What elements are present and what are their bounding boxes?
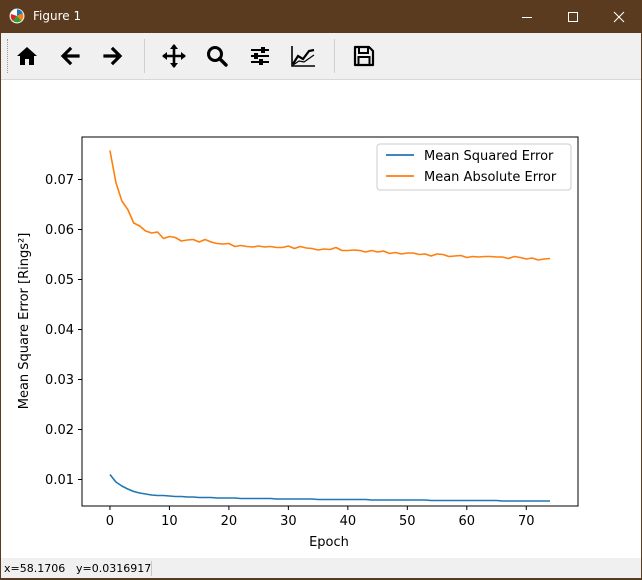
legend-label: Mean Absolute Error: [424, 170, 557, 185]
x-tick-label: 0: [106, 514, 114, 529]
window-titlebar[interactable]: Figure 1: [0, 0, 642, 33]
floppy-disk-icon: [353, 45, 375, 67]
navigation-toolbar: [1, 33, 641, 80]
series-line-mae: [109, 150, 551, 261]
x-tick-label: 20: [221, 514, 238, 529]
y-tick-label: 0.03: [45, 373, 74, 388]
home-icon: [17, 47, 37, 65]
axes-frame: [81, 136, 579, 507]
figure-canvas[interactable]: 0.01 0.02 0.03 0.04 0.05 0.06 0.07 0 10 20 30 40 50…: [1, 80, 641, 558]
legend: Mean Squared Error Mean Absolute Error: [376, 143, 572, 191]
y-tick-label: 0.06: [45, 223, 74, 238]
x-tick-label: 10: [161, 514, 178, 529]
cursor-x-readout: x=58.1706: [4, 562, 66, 575]
y-tick-label: 0.02: [45, 423, 74, 438]
x-tick-label: 40: [340, 514, 357, 529]
toolbar-grip[interactable]: [7, 39, 10, 73]
close-icon: [613, 11, 625, 22]
forward-button[interactable]: [97, 40, 129, 72]
maximize-button[interactable]: [550, 0, 596, 33]
chart-svg[interactable]: 0.01 0.02 0.03 0.04 0.05 0.06 0.07 0 10 20 30 40 50…: [1, 80, 641, 558]
maximize-icon: [568, 11, 578, 22]
legend-box: [376, 143, 572, 191]
zoom-button[interactable]: [201, 40, 233, 72]
status-bar: x=58.1706 y=0.0316917: [1, 558, 641, 578]
plot-lines: [109, 150, 551, 502]
y-tick-label: 0.04: [45, 323, 74, 338]
series-line-mse: [109, 474, 551, 502]
close-button[interactable]: [596, 0, 642, 33]
save-button[interactable]: [348, 40, 380, 72]
pan-button[interactable]: [158, 40, 190, 72]
app-icon: [9, 8, 25, 24]
minimize-icon: [522, 16, 532, 18]
configure-subplots-button[interactable]: [244, 40, 276, 72]
toolbar-separator: [144, 39, 145, 73]
minimize-button[interactable]: [504, 0, 550, 33]
x-tick-label: 50: [399, 514, 416, 529]
sliders-icon: [251, 47, 269, 65]
y-axis-ticks: 0.01 0.02 0.03 0.04 0.05 0.06 0.07: [45, 173, 82, 488]
edit-axis-button[interactable]: [287, 40, 319, 72]
arrow-left-icon: [60, 46, 80, 66]
arrow-right-icon: [103, 46, 123, 66]
legend-label: Mean Squared Error: [424, 149, 554, 164]
line-chart-icon: [291, 46, 315, 67]
toolbar-separator: [334, 39, 335, 73]
window-title: Figure 1: [33, 9, 82, 23]
x-tick-label: 70: [518, 514, 535, 529]
y-tick-label: 0.05: [45, 273, 74, 288]
x-tick-label: 30: [280, 514, 297, 529]
y-axis-label: Mean Square Error [Rings²]: [17, 233, 32, 410]
status-divider: [151, 561, 152, 576]
home-button[interactable]: [11, 40, 43, 72]
x-axis-ticks: 0 10 20 30 40 50 60 70: [106, 506, 535, 529]
y-tick-label: 0.01: [45, 473, 74, 488]
cursor-y-readout: y=0.0316917: [76, 562, 152, 575]
x-tick-label: 60: [459, 514, 476, 529]
magnifier-icon: [207, 46, 228, 67]
y-tick-label: 0.07: [45, 173, 74, 188]
move-icon: [162, 44, 186, 68]
x-axis-label: Epoch: [309, 535, 349, 550]
back-button[interactable]: [54, 40, 86, 72]
